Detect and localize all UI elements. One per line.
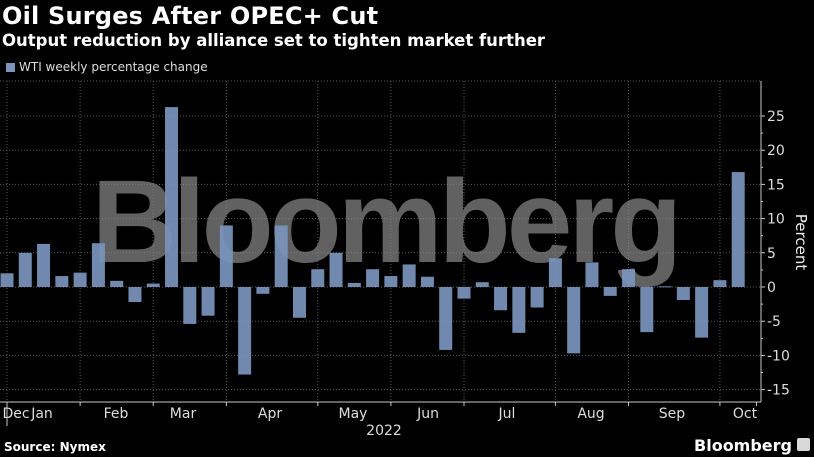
bar: [18, 252, 32, 287]
bar: [329, 252, 343, 287]
y-tick-label: 25: [767, 109, 785, 125]
bar: [128, 287, 142, 303]
y-tick-label: 5: [767, 246, 776, 262]
y-tick-label: 0: [767, 280, 776, 296]
x-tick-label: Jun: [416, 406, 439, 422]
x-tick-label: Jan: [30, 406, 53, 422]
bar: [165, 107, 179, 287]
bar: [110, 280, 124, 287]
y-tick-label: 15: [767, 177, 785, 193]
x-tick-label: Sep: [659, 406, 686, 422]
legend-swatch: [6, 62, 15, 72]
y-axis-label: Percent: [792, 214, 810, 271]
bar: [420, 276, 434, 287]
source-note: Source: Nymex: [4, 440, 106, 454]
bar: [494, 287, 508, 311]
bar: [622, 269, 636, 287]
bar: [603, 287, 617, 296]
bar: [201, 287, 215, 316]
y-tick-label: -15: [767, 383, 790, 399]
bar: [731, 172, 745, 287]
bar: [366, 269, 380, 287]
x-tick-label: Mar: [170, 406, 197, 422]
bar: [457, 287, 471, 299]
y-tick-label: -10: [767, 348, 790, 364]
bar: [73, 272, 87, 287]
bar: [530, 287, 544, 308]
bar: [512, 287, 526, 333]
x-tick-label: Jul: [498, 406, 516, 422]
bar: [274, 225, 288, 287]
x-tick-label: Dec: [2, 406, 29, 422]
y-tick-label: 10: [767, 212, 785, 228]
x-axis-year-label: 2022: [366, 423, 402, 439]
bar: [585, 262, 599, 287]
bar: [658, 286, 672, 288]
bar: [55, 276, 69, 287]
chart-title: Oil Surges After OPEC+ Cut: [2, 2, 379, 30]
x-tick-label: Feb: [104, 406, 129, 422]
bar: [347, 282, 361, 287]
bar: [91, 243, 105, 287]
bar: [713, 280, 727, 287]
brand-logo-text: Bloomberg: [694, 436, 792, 455]
bar: [219, 225, 233, 287]
x-tick-label: May: [339, 406, 368, 422]
x-tick-label: Oct: [733, 406, 758, 422]
bar: [292, 287, 306, 318]
bar: [402, 264, 416, 287]
bar: [256, 287, 270, 294]
legend-label: WTI weekly percentage change: [19, 60, 208, 74]
bar: [384, 276, 398, 287]
legend: WTI weekly percentage change: [6, 60, 208, 74]
bar: [567, 287, 581, 354]
bar: [311, 269, 325, 287]
watermark: Bloomberg: [92, 156, 679, 288]
chart-icon: [797, 438, 810, 451]
x-tick-label: Apr: [258, 406, 282, 422]
bar: [183, 287, 197, 324]
x-tick-label: Aug: [577, 406, 604, 422]
bar: [695, 287, 709, 338]
y-tick-label: -5: [767, 314, 781, 330]
bar: [676, 287, 690, 300]
bar: [37, 243, 51, 287]
bar: [238, 287, 252, 375]
bar: [548, 258, 562, 287]
bar: [439, 287, 453, 350]
bar: [0, 273, 14, 287]
y-tick-label: 20: [767, 143, 785, 159]
chart-subtitle: Output reduction by alliance set to tigh…: [2, 31, 546, 50]
bar: [475, 282, 489, 287]
bar: [640, 287, 654, 333]
bar: [146, 283, 160, 287]
